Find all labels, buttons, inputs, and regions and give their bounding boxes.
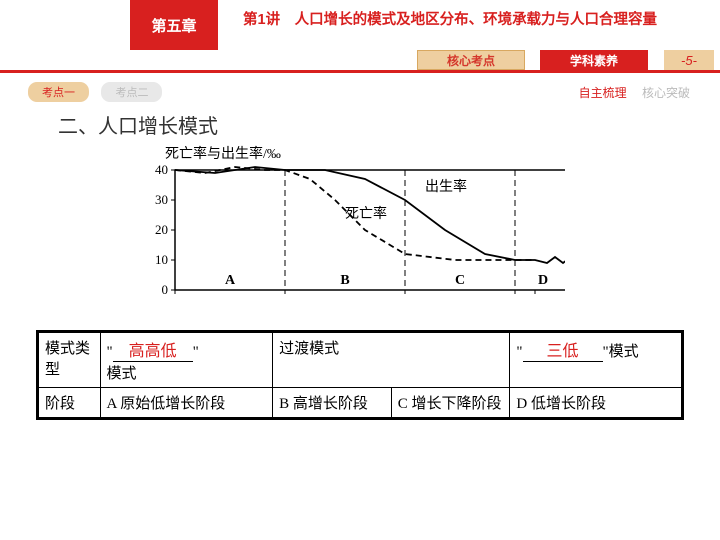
tab-subject[interactable]: 学科素养 — [540, 50, 648, 70]
cell-model-2: 过渡模式 — [273, 332, 510, 388]
svg-text:A: A — [225, 273, 236, 288]
divider-line — [0, 70, 720, 73]
fill-sandi: 三低 — [523, 337, 603, 362]
svg-text:死亡率与出生率/‰: 死亡率与出生率/‰ — [165, 145, 281, 162]
sub-tabs: 考点一 考点二 — [28, 82, 170, 102]
section-title: 二、人口增长模式 — [58, 110, 218, 139]
svg-text:40: 40 — [155, 162, 168, 177]
cell-stage-d: D 低增长阶段 — [510, 388, 683, 419]
link-zizhu[interactable]: 自主梳理 — [579, 86, 627, 100]
svg-text:10: 10 — [155, 252, 168, 267]
demographic-chart: 死亡率与出生率/‰40 30 20 10 0 A B C D 死亡率 出生率 — [145, 140, 565, 325]
suffix-1: 模式 — [107, 366, 137, 382]
cell-stage-b: B 高增长阶段 — [273, 388, 392, 419]
svg-text:B: B — [340, 273, 349, 288]
fill-gaogaodi: 高高低 — [113, 337, 193, 362]
page-number: -5- — [664, 50, 714, 70]
lecture-title: 第1讲 人口增长的模式及地区分布、环境承载力与人口合理容量 — [243, 8, 657, 29]
right-links: 自主梳理 核心突破 — [579, 84, 690, 101]
suffix-3: 模式 — [609, 344, 639, 360]
svg-text:C: C — [455, 273, 465, 288]
link-hexin[interactable]: 核心突破 — [642, 86, 690, 100]
svg-text:D: D — [538, 273, 548, 288]
subtab-1[interactable]: 考点一 — [28, 82, 89, 102]
svg-text:出生率: 出生率 — [425, 178, 467, 195]
chapter-box: 第五章 — [130, 0, 218, 50]
subtab-2[interactable]: 考点二 — [101, 82, 162, 102]
svg-text:死亡率: 死亡率 — [345, 205, 387, 222]
cell-stage-c: C 增长下降阶段 — [391, 388, 510, 419]
tab-core[interactable]: 核心考点 — [417, 50, 525, 70]
cell-stage-head: 阶段 — [38, 388, 101, 419]
cell-model-type-head: 模式类型 — [38, 332, 101, 388]
svg-text:30: 30 — [155, 192, 168, 207]
cell-stage-a: A 原始低增长阶段 — [100, 388, 273, 419]
model-table: 模式类型 "高高低"模式 过渡模式 "三低"模式 阶段 A 原始低增长阶段 B … — [36, 330, 684, 420]
cell-model-3: "三低"模式 — [510, 332, 683, 388]
svg-text:20: 20 — [155, 222, 168, 237]
svg-text:0: 0 — [162, 282, 169, 297]
cell-model-1: "高高低"模式 — [100, 332, 273, 388]
